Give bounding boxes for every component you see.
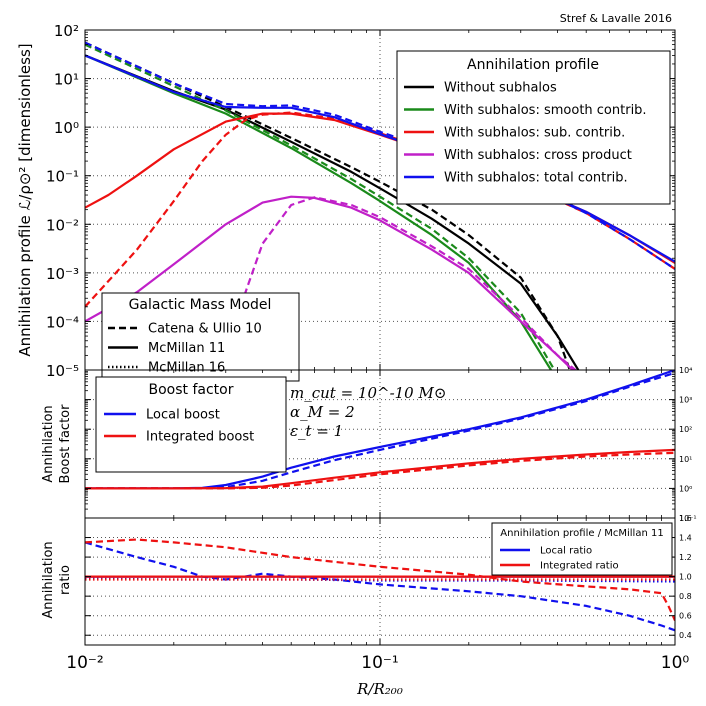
- y-tick-label: 10⁻²: [46, 216, 79, 234]
- y-tick-label: 1.0: [679, 573, 692, 582]
- series-with-subhalos-total-contrib--dashed: [85, 41, 675, 270]
- y-tick-label: 1.6: [679, 514, 692, 523]
- ratio-panel: 0.4 0.6 0.8 1.0 1.2 1.4 1.6 10⁻² 10⁻¹ 10⁰ Annihi…: [41, 514, 692, 698]
- y-tick-label: 10²: [54, 22, 79, 40]
- x-ticks: 10⁻² 10⁻¹ 10⁰: [66, 653, 689, 673]
- y-ticks: 0.4 0.6 0.8 1.0 1.2 1.4 1.6: [84, 514, 692, 645]
- y-tick-label: 0.4: [679, 631, 692, 640]
- series-without-subhalos-dashed: [85, 41, 571, 370]
- annihilation-profile-panel: 10⁻⁵ 10⁻⁴ 10⁻³ 10⁻² 10⁻¹ 10⁰ 10¹ 10² Annihilati…: [16, 22, 676, 382]
- grid-lines: [85, 30, 675, 370]
- legend-title: Galactic Mass Model: [129, 297, 272, 313]
- y-tick-label: 10⁴: [679, 366, 692, 375]
- y-tick-label: 10⁻⁵: [46, 362, 79, 380]
- legend-entry-label: With subhalos: total contrib.: [444, 171, 628, 186]
- legend-title: Boost factor: [149, 382, 234, 398]
- annotation-mcut: m_cut = 10^-10 M⊙: [290, 384, 446, 402]
- y-tick-label: 10³: [679, 396, 692, 405]
- credit-text: Stref & Lavalle 2016: [560, 12, 672, 25]
- y-tick-label: 10⁰: [54, 119, 79, 137]
- legend-box: [396, 50, 671, 205]
- y-axis-label-line1: Annihilation: [41, 405, 56, 482]
- legend-entry-label: Integrated ratio: [540, 561, 619, 572]
- legend-box: [95, 376, 287, 473]
- ratio-legend: Annihilation profile / McMillan 11 Local…: [491, 522, 673, 576]
- legend-entry-label: McMillan 16: [148, 361, 225, 376]
- y-axis-label-line1: Annihilation: [41, 541, 56, 618]
- y-axis-label-line2: Boost factor: [58, 404, 73, 484]
- grid-lines: [85, 370, 675, 518]
- legend-entry-label: Catena & Ullio 10: [148, 322, 262, 337]
- legend-entry-label: Integrated boost: [146, 430, 254, 445]
- y-axis-label-line2: ratio: [58, 565, 73, 595]
- y-tick-label: 10¹: [679, 455, 692, 464]
- ratio-curves: [85, 538, 675, 632]
- boost-curves: [85, 370, 675, 490]
- y-tick-label: 10⁻¹: [679, 514, 697, 523]
- y-tick-label: 10²: [679, 425, 692, 434]
- profile-legend: Annihilation profile Without subhalos Wit…: [396, 50, 671, 205]
- legend-title: Annihilation profile / McMillan 11: [500, 528, 663, 539]
- y-axis-label: Annihilation profile ℒ/ρ⊙² [dimensionles…: [16, 43, 34, 356]
- x-tick-label: 10⁻¹: [361, 653, 398, 673]
- series-integrated-ratio-dashed: [85, 538, 675, 622]
- mass-model-legend: Galactic Mass Model Catena & Ullio 10 McM…: [101, 292, 300, 382]
- y-tick-label: 10⁻⁴: [46, 313, 79, 331]
- legend-entry-label: Local boost: [146, 408, 220, 423]
- x-tick-label: 10⁰: [661, 653, 690, 673]
- series-local-boost-dashed: [85, 371, 675, 490]
- y-ticks: 10⁻¹ 10⁰ 10¹ 10² 10³ 10⁴: [84, 366, 697, 523]
- legend-entry-label: With subhalos: cross product: [444, 148, 632, 163]
- series-with-subhalos-cross-product-solid: [85, 195, 574, 370]
- x-tick-label: 10⁻²: [66, 653, 103, 673]
- series-integrated-boost-dashed: [85, 451, 675, 490]
- y-tick-label: 10⁻¹: [46, 168, 79, 186]
- series-with-subhalos-smooth-contrib--dashed: [85, 43, 556, 370]
- annotation-epsilon: ε_t = 1: [290, 422, 343, 440]
- y-tick-label: 10¹: [54, 71, 79, 89]
- legend-title: Annihilation profile: [467, 57, 599, 73]
- series-with-subhalos-total-contrib--solid: [85, 54, 675, 263]
- x-axis-label: R/R₂₀₀: [356, 680, 403, 698]
- boost-factor-panel: 10⁻¹ 10⁰ 10¹ 10² 10³ 10⁴ Annihilation Boost f…: [41, 366, 697, 523]
- y-tick-label: 0.8: [679, 592, 692, 601]
- annotation-alpha: α_M = 2: [290, 403, 355, 421]
- y-tick-label: 10⁻³: [46, 265, 79, 283]
- y-tick-label: 0.6: [679, 612, 692, 621]
- y-tick-label: 1.4: [679, 534, 692, 543]
- legend-entry-label: McMillan 11: [148, 341, 225, 356]
- legend-box: [101, 292, 300, 382]
- legend-entry-label: Without subhalos: [444, 81, 557, 96]
- legend-entry-label: With subhalos: smooth contrib.: [444, 103, 647, 118]
- boost-legend: Boost factor Local boost Integrated boost: [95, 376, 287, 473]
- y-tick-label: 10⁰: [679, 484, 692, 493]
- series-with-subhalos-cross-product-dashed: [224, 196, 577, 370]
- y-tick-label: 1.2: [679, 553, 692, 562]
- legend-entry-label: Local ratio: [540, 546, 592, 557]
- series-with-subhalos-sub-contrib--dashed: [85, 111, 675, 308]
- legend-entry-label: With subhalos: sub. contrib.: [444, 126, 625, 141]
- profile-curves: [85, 41, 675, 370]
- parameter-annotations: m_cut = 10^-10 M⊙ α_M = 2 ε_t = 1: [290, 384, 446, 440]
